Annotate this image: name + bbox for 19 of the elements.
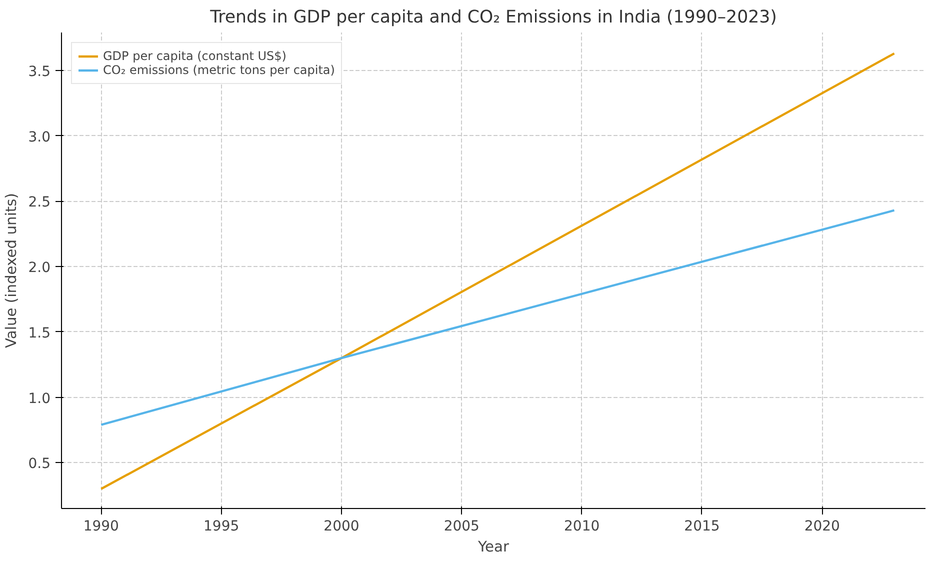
chart-title: Trends in GDP per capita and CO₂ Emissions in India (1990–2023) xyxy=(209,8,777,28)
x-axis-title: Year xyxy=(476,538,510,556)
y-tick-label: 1.5 xyxy=(28,325,50,342)
y-axis-title: Value (indexed units) xyxy=(3,193,20,348)
x-tick-label: 2020 xyxy=(804,518,840,534)
x-tick-label: 1990 xyxy=(83,518,119,534)
y-tick-label: 3.0 xyxy=(28,129,50,146)
x-tick-label: 2010 xyxy=(564,518,600,534)
y-tick-label: 2.0 xyxy=(28,260,50,276)
y-tick-label: 1.0 xyxy=(28,390,50,407)
legend-label: CO₂ emissions (metric tons per capita) xyxy=(103,63,335,77)
y-tick-label: 2.5 xyxy=(28,194,50,211)
x-tick-label: 1995 xyxy=(204,518,240,534)
legend-label: GDP per capita (constant US$) xyxy=(103,49,286,63)
x-tick-label: 2005 xyxy=(444,518,480,534)
y-tick-label: 3.5 xyxy=(28,64,50,80)
x-tick-label: 2015 xyxy=(684,518,720,534)
x-tick-label: 2000 xyxy=(324,518,360,534)
y-tick-label: 0.5 xyxy=(28,456,50,472)
